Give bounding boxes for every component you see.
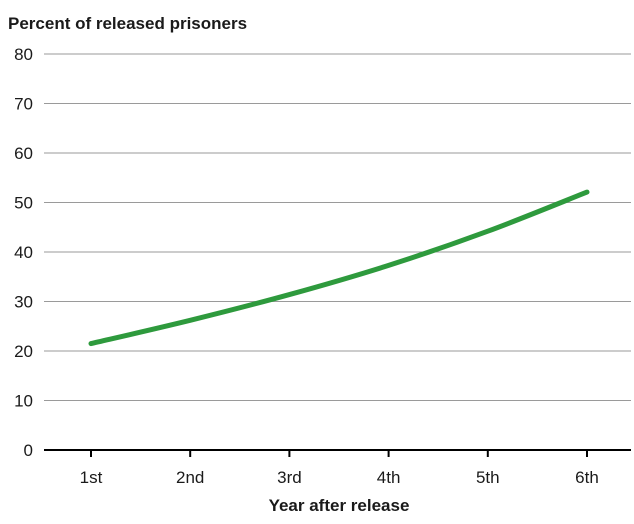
x-axis-title: Year after release: [269, 496, 410, 515]
y-tick-label-70: 70: [14, 95, 33, 114]
x-tick-label-3rd: 3rd: [277, 468, 302, 487]
x-tick-label-4th: 4th: [377, 468, 401, 487]
y-tick-label-60: 60: [14, 144, 33, 163]
x-tick-label-2nd: 2nd: [176, 468, 204, 487]
y-tick-label-80: 80: [14, 45, 33, 64]
gridlines: [44, 53, 631, 451]
series-line-0: [88, 189, 590, 347]
x-tick-label-6th: 6th: [575, 468, 599, 487]
y-tick-label-40: 40: [14, 243, 33, 262]
y-tick-label-0: 0: [24, 441, 33, 460]
y-tick-label-30: 30: [14, 293, 33, 312]
y-tick-label-10: 10: [14, 392, 33, 411]
x-tick-labels: 1st 2nd 3rd 4th 5th 6th: [80, 450, 599, 487]
y-tick-label-20: 20: [14, 342, 33, 361]
series-layer: [88, 189, 590, 347]
y-tick-label-50: 50: [14, 194, 33, 213]
y-axis-title: Percent of released prisoners: [8, 14, 247, 33]
y-tick-labels: 0 10 20 30 40 50 60 70 80: [14, 45, 33, 460]
x-tick-label-1st: 1st: [80, 468, 103, 487]
x-tick-label-5th: 5th: [476, 468, 500, 487]
